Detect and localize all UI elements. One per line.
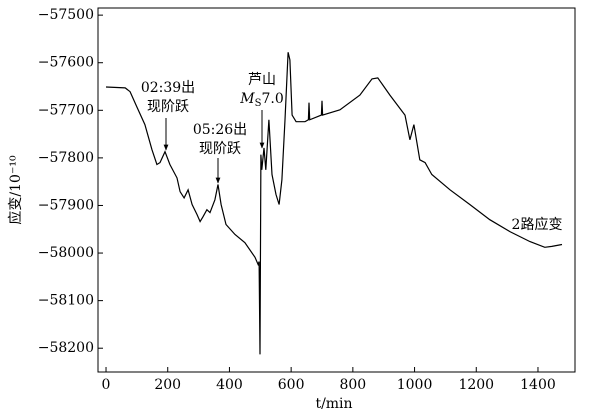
x-tick-label: 1000 <box>397 377 433 393</box>
annotation: 现阶跃 <box>147 99 189 115</box>
annotation: 02:39出 <box>141 80 195 96</box>
annotation: 2路应变 <box>512 216 563 233</box>
x-tick-label: 1200 <box>458 377 494 393</box>
y-tick-label: −58000 <box>38 245 94 261</box>
annotation-part: 05:26出 <box>193 122 247 138</box>
annotation-part: 现阶跃 <box>147 99 189 115</box>
x-tick-label: 200 <box>154 377 181 393</box>
annotation: 芦山 <box>248 72 276 88</box>
y-tick-label: −57700 <box>38 102 94 118</box>
y-tick-label: −58200 <box>38 340 94 356</box>
x-axis-label: t/min <box>315 396 352 412</box>
y-tick-label: −57600 <box>38 55 94 71</box>
annotation: 现阶跃 <box>199 141 241 157</box>
x-tick-label: 600 <box>278 377 305 393</box>
y-tick-label: −57800 <box>38 150 94 166</box>
y-tick-label: −58100 <box>38 293 94 309</box>
x-tick-label: 0 <box>102 377 111 393</box>
annotation: 05:26出 <box>193 122 247 138</box>
x-tick-label: 1400 <box>520 377 556 393</box>
annotation: MS7.0 <box>239 91 283 109</box>
annotation-part: M <box>239 91 255 107</box>
data-line <box>105 52 563 355</box>
annotation-part: 现阶跃 <box>199 141 241 157</box>
x-tick-label: 400 <box>216 377 243 393</box>
y-tick-label: −57900 <box>38 197 94 213</box>
plot-frame <box>97 7 576 373</box>
x-tick-label: 800 <box>339 377 366 393</box>
annotation-part: 02:39出 <box>141 80 195 96</box>
annotation-part: 2路应变 <box>512 216 563 233</box>
annotation-part: 芦山 <box>248 72 276 88</box>
annotation-part: S <box>255 98 262 109</box>
y-axis-label: 应变/10⁻¹⁰ <box>7 155 24 225</box>
y-tick-label: −57500 <box>38 7 94 23</box>
annotation-part: 7.0 <box>261 91 283 107</box>
